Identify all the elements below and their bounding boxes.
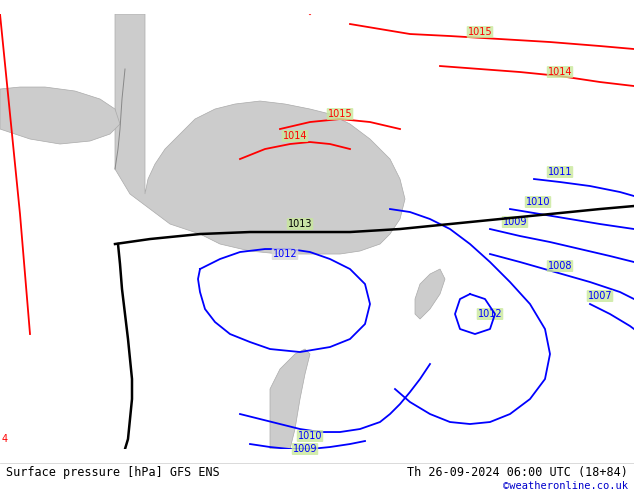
- Text: 1007: 1007: [588, 291, 612, 301]
- Text: 1015: 1015: [328, 109, 353, 119]
- Polygon shape: [115, 14, 405, 254]
- Text: 1014: 1014: [548, 67, 573, 77]
- Text: 1011: 1011: [548, 167, 573, 177]
- Text: Surface pressure [hPa] GFS ENS: Surface pressure [hPa] GFS ENS: [6, 466, 220, 479]
- Polygon shape: [270, 349, 310, 449]
- Text: 1010: 1010: [526, 197, 550, 207]
- Text: 4: 4: [2, 434, 8, 444]
- Text: ©weatheronline.co.uk: ©weatheronline.co.uk: [503, 481, 628, 490]
- Text: 1008: 1008: [548, 261, 573, 271]
- Text: 1012: 1012: [273, 249, 297, 259]
- Text: 1013: 1013: [288, 219, 313, 229]
- Polygon shape: [0, 87, 120, 144]
- Text: Th 26-09-2024 06:00 UTC (18+84): Th 26-09-2024 06:00 UTC (18+84): [407, 466, 628, 479]
- Polygon shape: [415, 269, 445, 319]
- Text: 1009: 1009: [293, 444, 317, 454]
- Text: 1012: 1012: [477, 309, 502, 319]
- Text: 1014: 1014: [283, 131, 307, 141]
- Text: 1010: 1010: [298, 431, 322, 441]
- Text: 1015: 1015: [468, 27, 493, 37]
- Text: 1009: 1009: [503, 217, 527, 227]
